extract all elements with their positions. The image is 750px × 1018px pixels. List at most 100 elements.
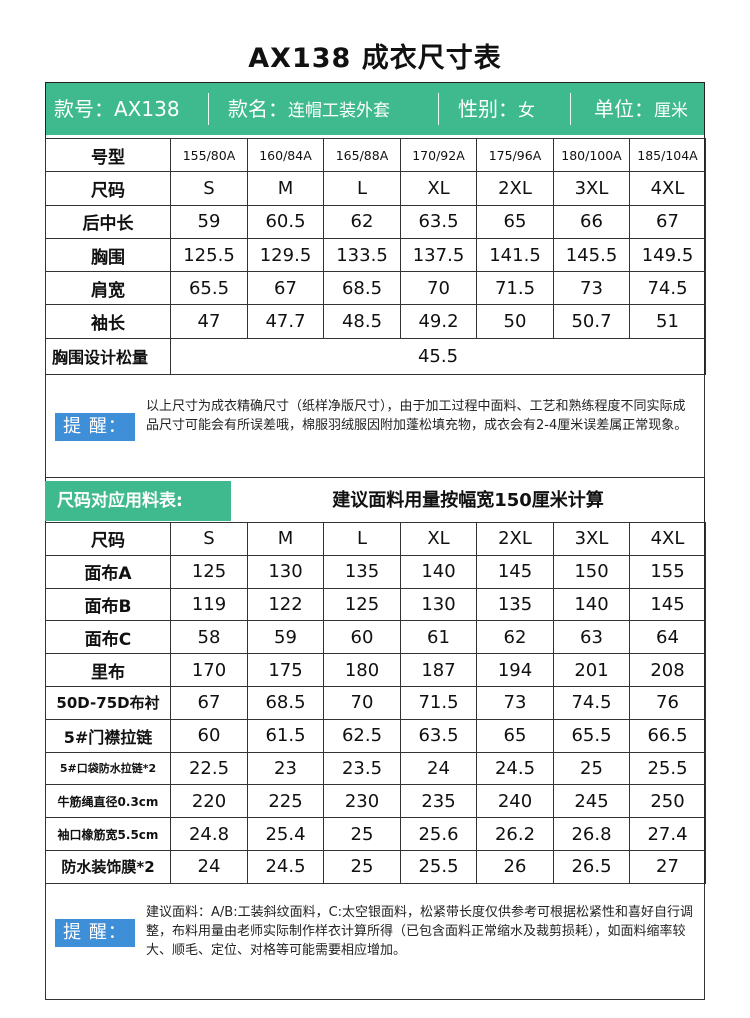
value-cell: 65 (476, 718, 554, 753)
value-cell: 180 (323, 653, 401, 687)
row-label: 尺码 (45, 522, 171, 556)
value-cell: 73 (553, 271, 630, 306)
row-label: 面布A (45, 554, 171, 589)
table-row: 5#口袋防水拉链*2 22.5 23 23.5 24 24.5 25 25.5 (45, 751, 706, 786)
value-cell: 208 (629, 653, 706, 687)
row-label: 尺码 (45, 171, 171, 206)
value-cell: 220 (170, 784, 248, 819)
value-cell: 64 (629, 620, 706, 655)
value-cell: 24 (400, 751, 477, 786)
value-cell: 76 (629, 685, 706, 720)
value-cell: 49.2 (400, 304, 477, 339)
table-row: 里布 170 175 180 187 194 201 208 (45, 653, 706, 687)
value-cell: 27 (629, 849, 706, 884)
value-cell: 175 (247, 653, 324, 687)
value-cell: 63.5 (400, 718, 477, 753)
table-row-size: 尺码 S M L XL 2XL 3XL 4XL (45, 522, 706, 556)
reminder-badge: 提 醒： (55, 919, 135, 947)
gender-label: 性别： (458, 97, 518, 121)
value-cell: 25.5 (400, 849, 477, 884)
value-cell: 63 (553, 620, 630, 655)
value-cell: 73 (476, 685, 554, 720)
row-label: 胸围设计松量 (45, 337, 171, 375)
size-cell: XL (400, 522, 477, 556)
size-cell: XL (400, 171, 477, 206)
value-cell: 137.5 (400, 237, 477, 273)
value-cell: 51 (629, 304, 706, 339)
value-cell: 145 (629, 587, 706, 622)
ease-value: 45.5 (170, 337, 706, 375)
reminder-badge: 提 醒： (55, 413, 135, 441)
size-cell: 4XL (629, 171, 706, 206)
table-row: 肩宽 65.5 67 68.5 70 71.5 73 74.5 (45, 271, 706, 306)
table-row: 面布A 125 130 135 140 145 150 155 (45, 554, 706, 589)
value-cell: 24.5 (247, 849, 324, 884)
value-cell: 145 (476, 554, 554, 589)
value-cell: 70 (323, 685, 401, 720)
size-cell: 2XL (476, 522, 554, 556)
size-table: 号型 155/80A 160/84A 165/88A 170/92A 175/9… (45, 137, 706, 375)
value-cell: 25.4 (247, 817, 324, 851)
value-cell: 68.5 (323, 271, 401, 306)
value-cell: 47.7 (247, 304, 324, 339)
value-cell: 24.5 (476, 751, 554, 786)
value-cell: 59 (247, 620, 324, 655)
value-cell: 135 (323, 554, 401, 589)
row-label: 5#门襟拉链 (45, 718, 171, 753)
row-label: 袖长 (45, 304, 171, 339)
value-cell: 125 (323, 587, 401, 622)
model-cell: 185/104A (629, 137, 706, 173)
table-row: 牛筋绳直径0.3cm 220 225 230 235 240 245 250 (45, 784, 706, 819)
value-cell: 70 (400, 271, 477, 306)
row-label: 面布C (45, 620, 171, 655)
value-cell: 194 (476, 653, 554, 687)
value-cell: 50.7 (553, 304, 630, 339)
style-name-label: 款名： (228, 97, 288, 121)
style-name-field: 款名：连帽工装外套 (228, 83, 390, 135)
model-cell: 160/84A (247, 137, 324, 173)
banner-divider (438, 93, 439, 125)
value-cell: 74.5 (553, 685, 630, 720)
unit-label: 单位： (594, 97, 654, 121)
value-cell: 245 (553, 784, 630, 819)
size-cell: M (247, 171, 324, 206)
reminder-text: 以上尺寸为成衣精确尺寸（纸样净版尺寸），由于加工过程中面料、工艺和熟练程度不同实… (146, 399, 688, 433)
value-cell: 60.5 (247, 204, 324, 239)
table-row: 袖长 47 47.7 48.5 49.2 50 50.7 51 (45, 304, 706, 339)
table-row-ease: 胸围设计松量 45.5 (45, 337, 706, 375)
value-cell: 74.5 (629, 271, 706, 306)
value-cell: 23.5 (323, 751, 401, 786)
value-cell: 24 (170, 849, 248, 884)
unit-field: 单位：厘米 (594, 83, 688, 135)
row-label: 防水装饰膜*2 (45, 849, 171, 884)
model-cell: 165/88A (323, 137, 401, 173)
size-cell: 2XL (476, 171, 554, 206)
model-cell: 155/80A (170, 137, 248, 173)
row-label: 肩宽 (45, 271, 171, 306)
value-cell: 26 (476, 849, 554, 884)
value-cell: 25 (323, 849, 401, 884)
reminder-text: 建议面料：A/B:工装斜纹面料，C:太空银面料，松紧带长度仅供参考可根据松紧性和… (146, 905, 694, 958)
value-cell: 25.6 (400, 817, 477, 851)
value-cell: 130 (247, 554, 324, 589)
material-table: 尺码 S M L XL 2XL 3XL 4XL 面布A 125 130 135 … (45, 522, 706, 884)
value-cell: 66.5 (629, 718, 706, 753)
unit-value: 厘米 (654, 101, 688, 121)
row-label: 面布B (45, 587, 171, 622)
value-cell: 135 (476, 587, 554, 622)
size-cell: L (323, 522, 401, 556)
value-cell: 26.5 (553, 849, 630, 884)
value-cell: 65.5 (553, 718, 630, 753)
row-label: 牛筋绳直径0.3cm (45, 784, 171, 819)
value-cell: 225 (247, 784, 324, 819)
value-cell: 201 (553, 653, 630, 687)
value-cell: 61 (400, 620, 477, 655)
model-cell: 180/100A (553, 137, 630, 173)
size-cell: 3XL (553, 171, 630, 206)
value-cell: 63.5 (400, 204, 477, 239)
value-cell: 67 (629, 204, 706, 239)
style-no-value: AX138 (114, 97, 180, 121)
table-row: 胸围 125.5 129.5 133.5 137.5 141.5 145.5 1… (45, 237, 706, 273)
value-cell: 150 (553, 554, 630, 589)
value-cell: 68.5 (247, 685, 324, 720)
